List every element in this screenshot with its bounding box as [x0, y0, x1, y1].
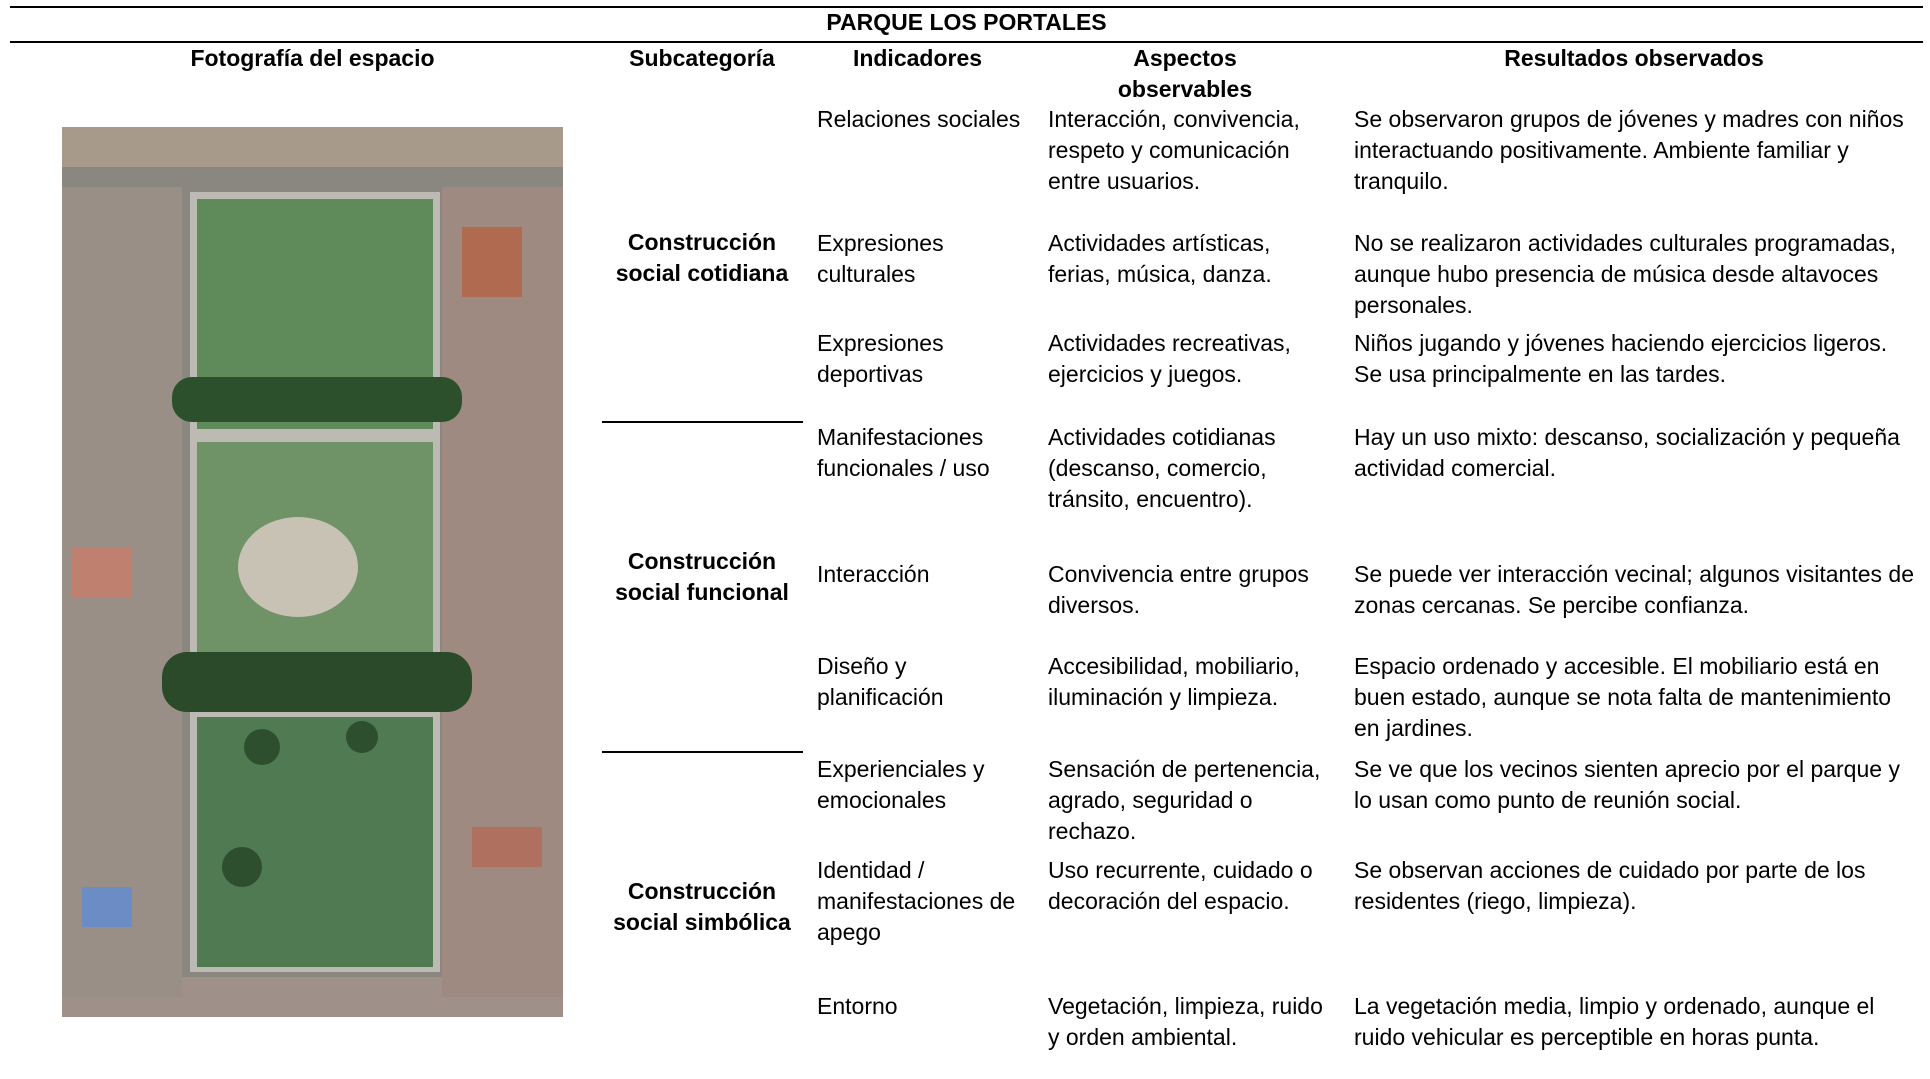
table-title: PARQUE LOS PORTALES	[826, 9, 1107, 35]
aspects: Actividades artísticas, ferias, música, …	[1048, 230, 1272, 287]
column-header: Indicadores	[852, 45, 983, 71]
group-rule	[602, 751, 803, 753]
aspects: Interacción, convivencia, respeto y comu…	[1048, 106, 1300, 194]
indicator: Entorno	[817, 993, 898, 1019]
results: Se puede ver interacción vecinal; alguno…	[1354, 561, 1915, 618]
column-header: Aspectos observables	[1117, 45, 1253, 102]
indicator: Interacción	[817, 561, 930, 587]
aspects: Uso recurrente, cuidado o decoración del…	[1048, 857, 1313, 914]
indicator: Manifestaciones funcionales / uso	[817, 424, 990, 481]
results: Hay un uso mixto: descanso, socializació…	[1354, 424, 1900, 481]
indicator: Expresiones culturales	[817, 230, 944, 287]
results: La vegetación media, limpio y ordenado, …	[1354, 993, 1875, 1050]
aerial-photo	[62, 127, 563, 1017]
subcategory: Construcción social cotidiana	[615, 229, 789, 286]
column-header: Fotografía del espacio	[190, 45, 435, 71]
results: No se realizaron actividades culturales …	[1354, 230, 1897, 318]
results: Se observan acciones de cuidado por part…	[1354, 857, 1866, 914]
aspects: Accesibilidad, mobiliario, iluminación y…	[1048, 653, 1300, 710]
indicator: Experienciales y emocionales	[817, 756, 985, 813]
subcategory: Construcción social funcional	[615, 548, 789, 605]
subcategory: Construcción social simbólica	[613, 878, 791, 935]
column-header: Subcategoría	[629, 45, 775, 71]
column-header: Resultados observados	[1504, 45, 1764, 71]
results: Se observaron grupos de jóvenes y madres…	[1354, 106, 1904, 194]
header-rule	[10, 41, 1923, 43]
aspects: Vegetación, limpieza, ruido y orden ambi…	[1048, 993, 1323, 1050]
group-rule	[602, 421, 803, 423]
aspects: Convivencia entre grupos diversos.	[1048, 561, 1309, 618]
aspects: Actividades cotidianas (descanso, comerc…	[1048, 424, 1276, 512]
aspects: Sensación de pertenencia, agrado, seguri…	[1048, 756, 1321, 844]
results: Niños jugando y jóvenes haciendo ejercic…	[1354, 330, 1888, 387]
top-rule	[10, 6, 1923, 8]
results: Espacio ordenado y accesible. El mobilia…	[1354, 653, 1892, 741]
indicator: Identidad / manifestaciones de apego	[817, 857, 1016, 945]
indicator: Relaciones sociales	[817, 106, 1021, 132]
indicator: Expresiones deportivas	[817, 330, 944, 387]
results: Se ve que los vecinos sienten aprecio po…	[1354, 756, 1900, 813]
aspects: Actividades recreativas, ejercicios y ju…	[1048, 330, 1291, 387]
indicator: Diseño y planificación	[817, 653, 944, 710]
